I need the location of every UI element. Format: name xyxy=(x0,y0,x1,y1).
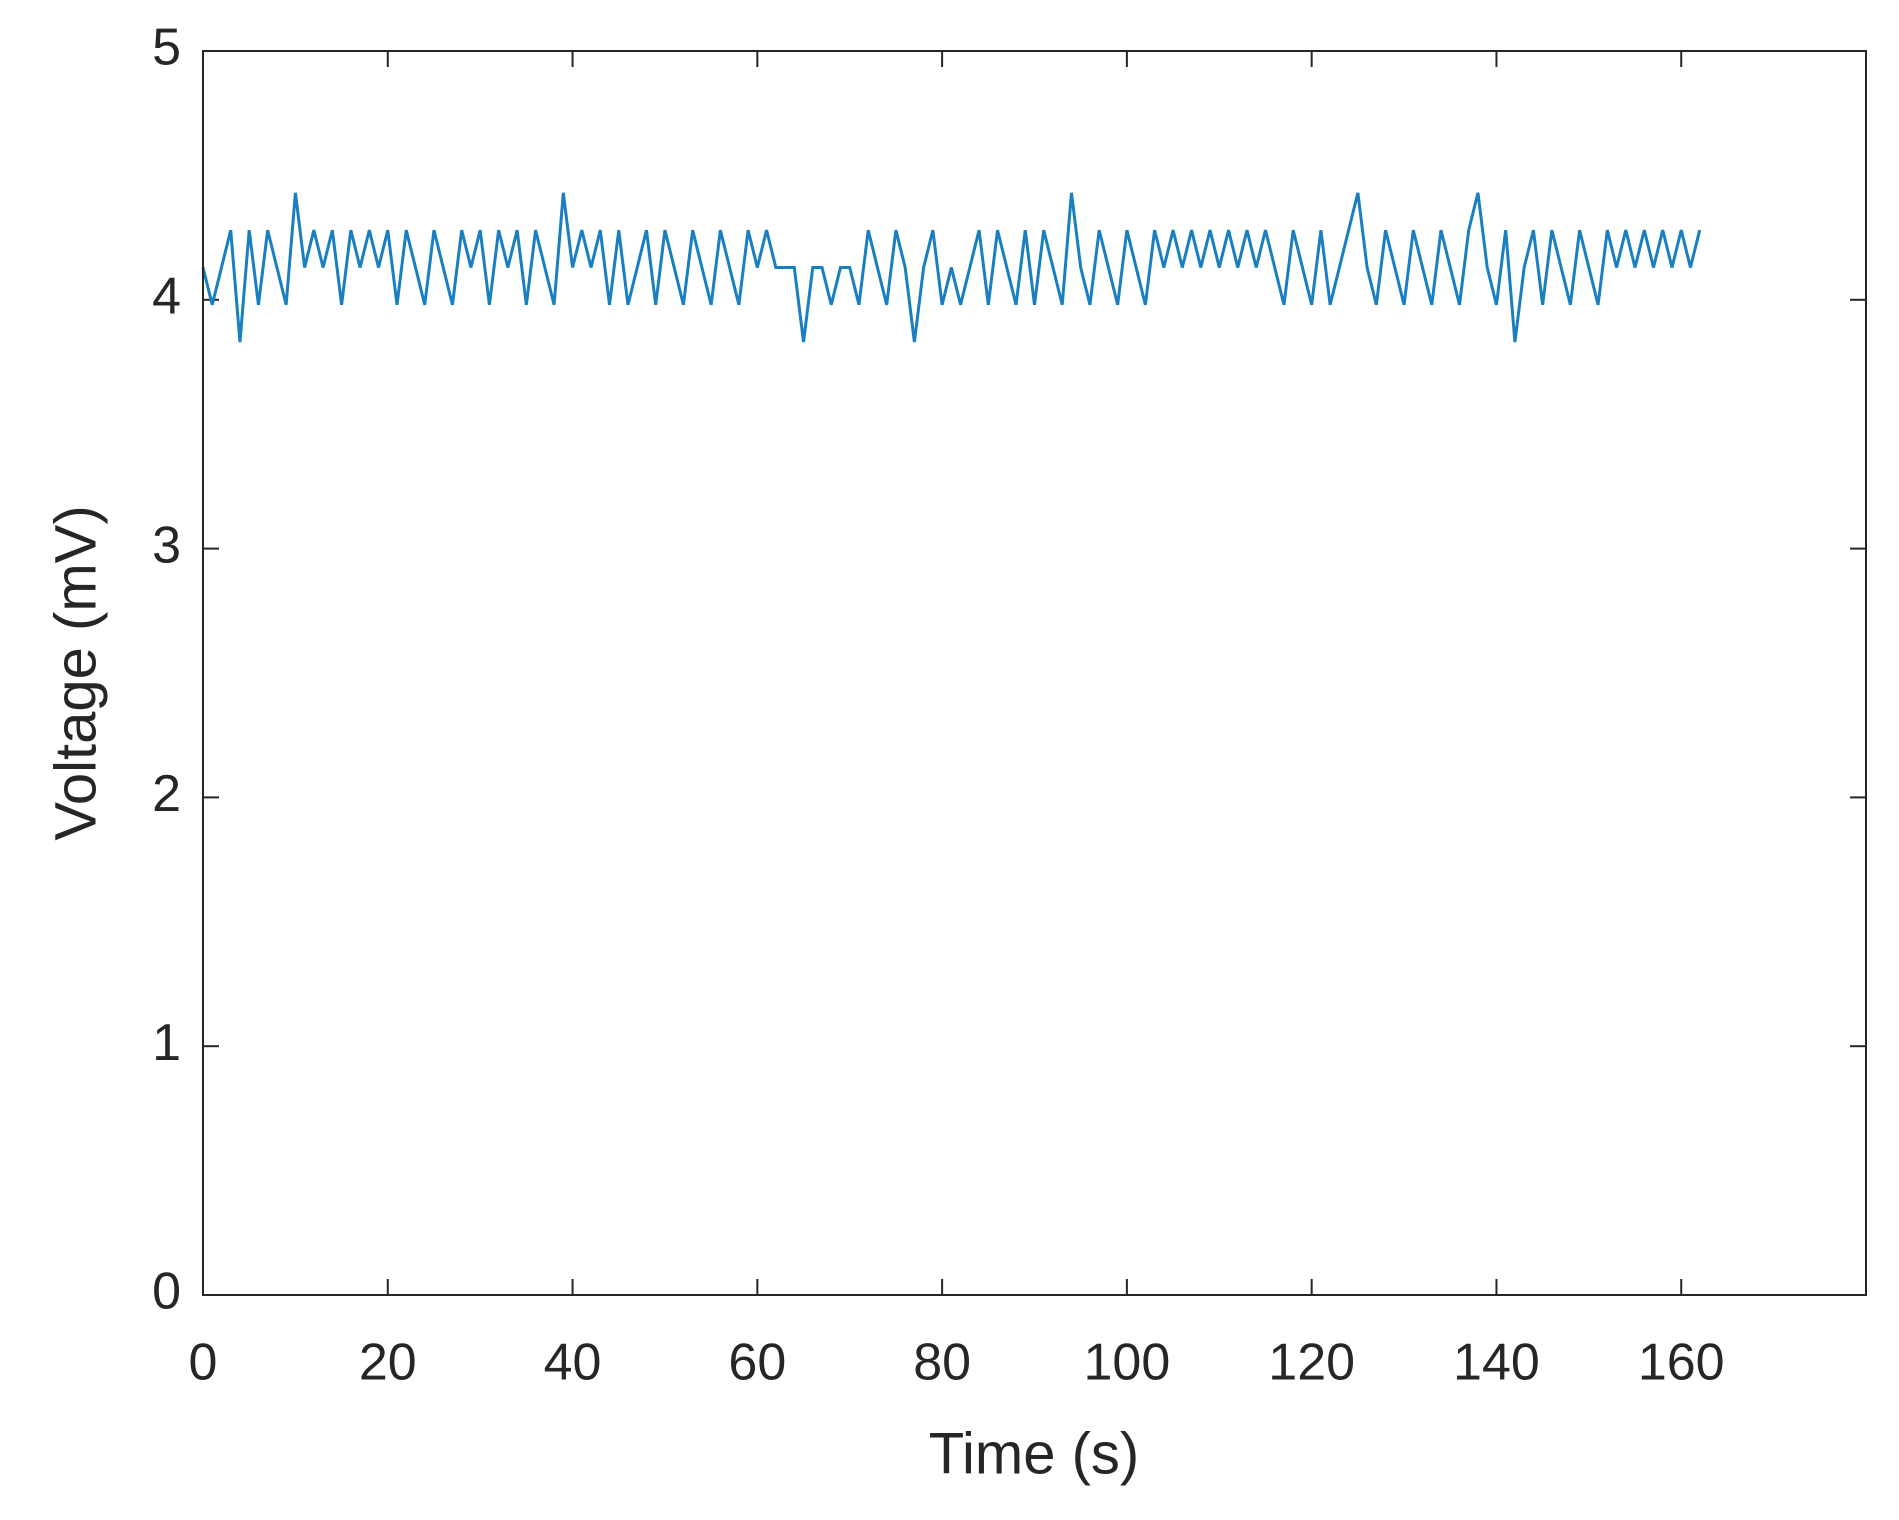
y-tick-label: 0 xyxy=(152,1263,181,1321)
x-tick-label: 120 xyxy=(1268,1334,1355,1392)
x-tick-label: 20 xyxy=(359,1334,417,1392)
x-tick-label: 40 xyxy=(544,1334,602,1392)
y-axis-label: Voltage (mV) xyxy=(43,505,108,840)
data-line xyxy=(201,192,1702,343)
plot-frame xyxy=(202,50,1867,1296)
y-tick-label: 2 xyxy=(152,765,181,823)
x-tick-label: 80 xyxy=(913,1334,971,1392)
x-axis-label: Time (s) xyxy=(929,1421,1139,1486)
y-tick-label: 5 xyxy=(152,19,181,77)
x-tick-label: 0 xyxy=(189,1334,218,1392)
x-tick-label: 160 xyxy=(1638,1334,1725,1392)
x-tick-label: 100 xyxy=(1084,1334,1171,1392)
y-tick-label: 4 xyxy=(152,268,181,326)
y-tick-label: 3 xyxy=(152,516,181,574)
x-tick-label: 60 xyxy=(728,1334,786,1392)
x-tick-label: 140 xyxy=(1453,1334,1540,1392)
y-tick-label: 1 xyxy=(152,1014,181,1072)
